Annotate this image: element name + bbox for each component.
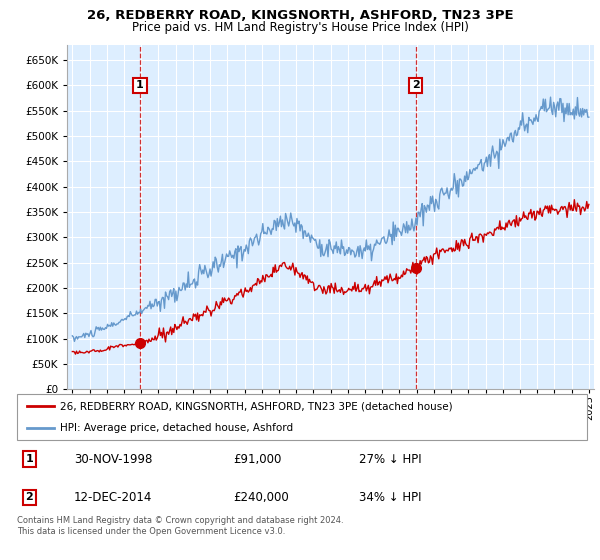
- Text: 30-NOV-1998: 30-NOV-1998: [74, 452, 152, 465]
- Text: 34% ↓ HPI: 34% ↓ HPI: [359, 491, 421, 504]
- Text: 26, REDBERRY ROAD, KINGSNORTH, ASHFORD, TN23 3PE: 26, REDBERRY ROAD, KINGSNORTH, ASHFORD, …: [86, 9, 514, 22]
- Text: Price paid vs. HM Land Registry's House Price Index (HPI): Price paid vs. HM Land Registry's House …: [131, 21, 469, 34]
- Text: 27% ↓ HPI: 27% ↓ HPI: [359, 452, 421, 465]
- Text: 1: 1: [25, 454, 33, 464]
- Text: 2: 2: [25, 492, 33, 502]
- Text: 26, REDBERRY ROAD, KINGSNORTH, ASHFORD, TN23 3PE (detached house): 26, REDBERRY ROAD, KINGSNORTH, ASHFORD, …: [59, 401, 452, 411]
- Text: £240,000: £240,000: [233, 491, 289, 504]
- Text: £91,000: £91,000: [233, 452, 282, 465]
- Text: 12-DEC-2014: 12-DEC-2014: [74, 491, 152, 504]
- Text: Contains HM Land Registry data © Crown copyright and database right 2024.
This d: Contains HM Land Registry data © Crown c…: [17, 516, 343, 536]
- Text: 2: 2: [412, 80, 419, 90]
- Text: HPI: Average price, detached house, Ashford: HPI: Average price, detached house, Ashf…: [59, 423, 293, 433]
- Text: 1: 1: [136, 80, 144, 90]
- FancyBboxPatch shape: [17, 394, 587, 440]
